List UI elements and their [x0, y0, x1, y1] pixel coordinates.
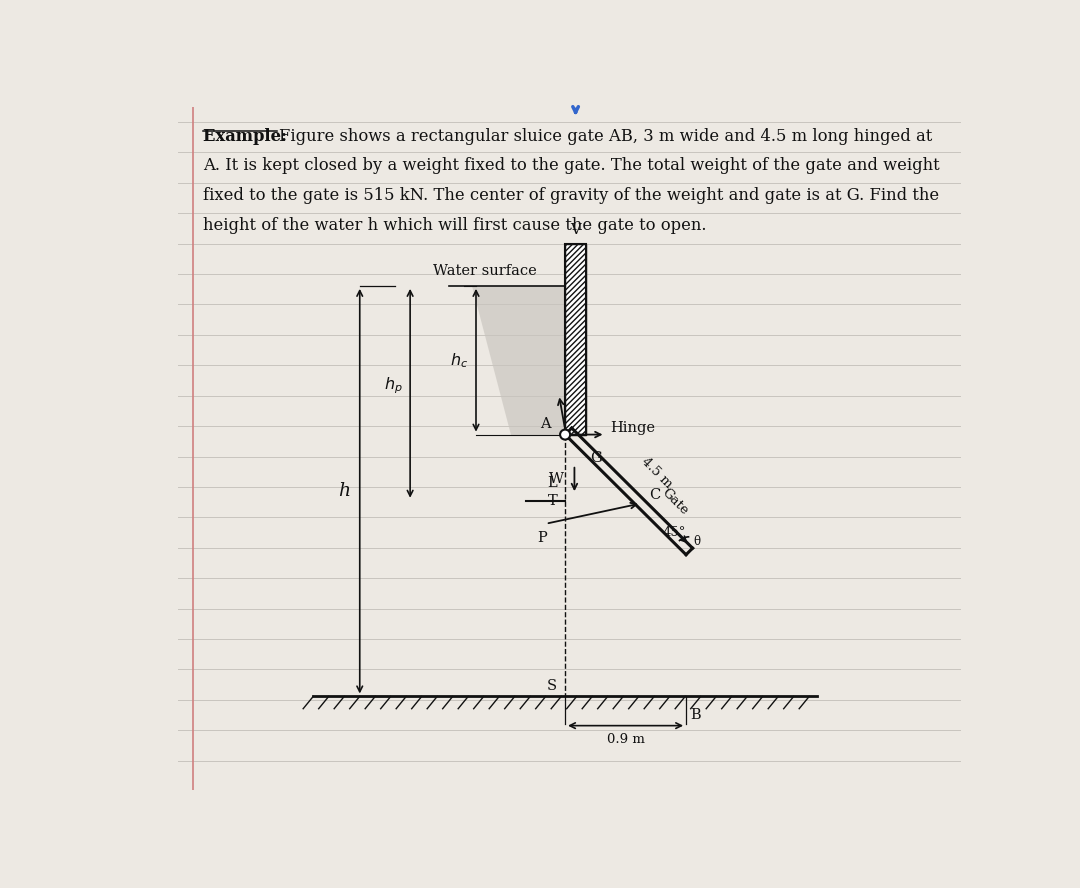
- Circle shape: [561, 430, 570, 440]
- Text: Water surface: Water surface: [433, 265, 537, 278]
- Text: S: S: [548, 679, 557, 694]
- Text: V: V: [570, 224, 581, 237]
- Text: W: W: [549, 472, 564, 487]
- Text: h: h: [338, 482, 350, 500]
- Text: B: B: [690, 708, 701, 722]
- Text: Hinge: Hinge: [610, 422, 656, 435]
- Text: A: A: [541, 416, 551, 431]
- Text: θ: θ: [693, 535, 700, 548]
- Text: $h_c$: $h_c$: [450, 351, 468, 369]
- Text: T: T: [548, 494, 557, 508]
- Text: Gate: Gate: [659, 487, 690, 518]
- Text: 0.9 m: 0.9 m: [607, 733, 645, 746]
- Text: C: C: [649, 488, 660, 502]
- Text: G: G: [591, 451, 603, 464]
- Text: L: L: [548, 476, 557, 489]
- Polygon shape: [565, 243, 586, 434]
- Text: 4.5 m: 4.5 m: [639, 455, 675, 491]
- Text: Figure shows a rectangular sluice gate AB, 3 m wide and 4.5 m long hinged at: Figure shows a rectangular sluice gate A…: [279, 128, 932, 145]
- Text: fixed to the gate is 515 kN. The center of gravity of the weight and gate is at : fixed to the gate is 515 kN. The center …: [203, 187, 940, 204]
- Polygon shape: [472, 286, 565, 434]
- Text: height of the water h which will first cause the gate to open.: height of the water h which will first c…: [203, 218, 706, 234]
- Text: P: P: [537, 531, 546, 545]
- Text: Example:: Example:: [203, 128, 293, 145]
- Text: 45°: 45°: [662, 526, 686, 539]
- Text: A. It is kept closed by a weight fixed to the gate. The total weight of the gate: A. It is kept closed by a weight fixed t…: [203, 157, 940, 174]
- Text: $h_p$: $h_p$: [383, 376, 403, 396]
